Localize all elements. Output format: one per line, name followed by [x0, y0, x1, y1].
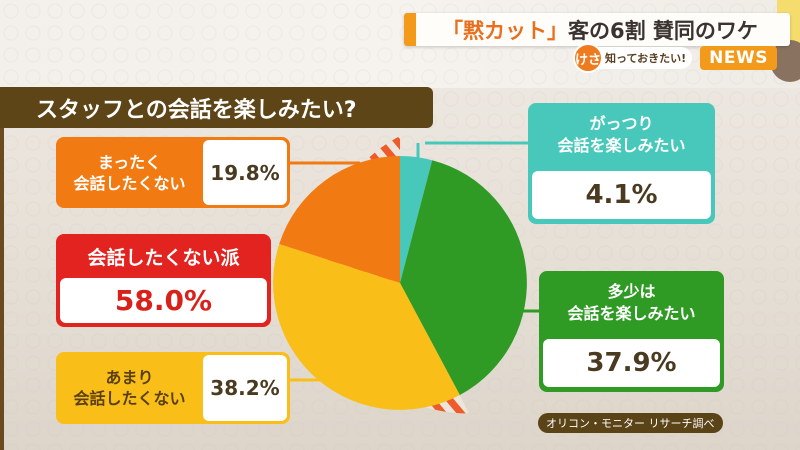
- slice-very-much: [400, 156, 433, 283]
- label-somewhat: 多少は 会話を楽しみたい 37.9%: [539, 271, 724, 392]
- slice-not-at-all: [279, 156, 400, 283]
- headline-text: 客の6割 賛同のワケ: [568, 18, 758, 43]
- program-tag: けさ 知っておきたい! NEWS: [573, 43, 777, 73]
- label-not-really-text: あまり 会話したくない: [73, 368, 186, 408]
- headline-highlight: 「黙カット」: [442, 18, 568, 43]
- label-not-at-all: まったく 会話したくない 19.8%: [56, 137, 290, 208]
- corner-subtitle: 知っておきたい!: [597, 47, 693, 69]
- slice-somewhat: [400, 160, 527, 395]
- value-not-really: 38.2%: [203, 355, 287, 421]
- label-very-much-text: がっつり 会話を楽しみたい: [557, 114, 686, 155]
- label-very-much: がっつり 会話を楽しみたい 4.1%: [528, 103, 715, 224]
- value-very-much: 4.1%: [532, 171, 711, 219]
- news-badge: NEWS: [700, 46, 777, 70]
- source-credit: オリコン・モニター リサーチ調べ: [538, 413, 723, 433]
- headline-bar: 「黙カット」 客の6割 賛同のワケ: [404, 13, 790, 46]
- value-group-total: 58.0%: [60, 278, 267, 323]
- label-somewhat-text: 多少は 会話を楽しみたい: [567, 282, 696, 323]
- value-somewhat: 37.9%: [543, 339, 720, 387]
- label-not-at-all-text: まったく 会話したくない: [73, 152, 186, 193]
- slice-not-really: [273, 244, 460, 410]
- question-banner: スタッフとの会話を楽しみたい?: [0, 87, 433, 128]
- label-group-total-text: 会話したくない派: [87, 246, 240, 269]
- value-not-at-all: 19.8%: [203, 140, 287, 205]
- label-group-total: 会話したくない派 58.0%: [56, 234, 271, 327]
- left-border: [0, 88, 4, 450]
- label-not-really: あまり 会話したくない 38.2%: [56, 352, 290, 424]
- kesa-badge: けさ: [573, 43, 603, 73]
